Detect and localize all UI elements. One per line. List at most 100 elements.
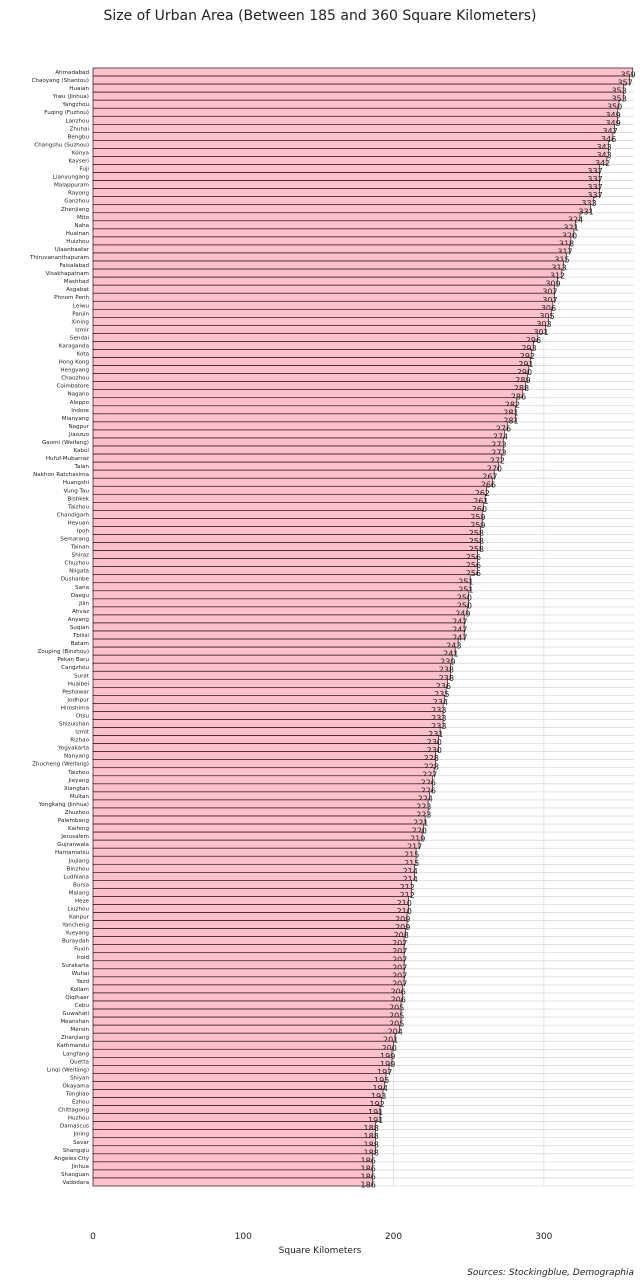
bar <box>92 115 618 125</box>
category-label: Visakhapatnam <box>46 271 89 277</box>
value-label: 227 <box>422 770 437 779</box>
value-label: 209 <box>395 915 410 924</box>
category-label: Izmit <box>75 730 90 736</box>
bar <box>92 622 465 632</box>
bar <box>92 1121 376 1130</box>
bar <box>92 1089 384 1098</box>
value-label: 191 <box>368 1108 383 1117</box>
bar <box>92 799 429 809</box>
value-label: 291 <box>518 360 533 369</box>
bar <box>92 341 534 350</box>
bar <box>92 863 415 873</box>
value-label: 282 <box>505 400 520 409</box>
bar <box>92 397 518 407</box>
category-label: Hong Kong <box>59 360 90 366</box>
value-label: 337 <box>587 175 602 184</box>
category-label: Faisalabad <box>59 263 89 269</box>
bar <box>92 437 504 447</box>
category-label: Indore <box>71 408 89 414</box>
value-label: 342 <box>595 159 610 168</box>
value-label: 230 <box>427 738 442 747</box>
category-label: Guwahati <box>62 1011 89 1017</box>
category-label: Tainan <box>70 545 89 551</box>
bar <box>92 204 591 214</box>
category-label: Okayama <box>62 1083 89 1089</box>
value-label: 223 <box>416 811 431 820</box>
value-label: 205 <box>389 1012 404 1021</box>
bar <box>92 493 486 503</box>
bar <box>92 976 405 986</box>
value-label: 247 <box>452 626 467 635</box>
value-label: 233 <box>431 722 446 731</box>
value-label: 186 <box>361 1172 376 1181</box>
value-label: 307 <box>542 288 557 297</box>
value-label: 337 <box>587 183 602 192</box>
category-label: Hamamatsu <box>55 850 89 856</box>
bar <box>92 598 469 608</box>
bar <box>92 99 620 109</box>
bar <box>92 678 448 688</box>
value-label: 207 <box>392 955 407 964</box>
category-label: Lianyungang <box>53 175 90 181</box>
bar <box>92 244 570 254</box>
value-label: 220 <box>412 827 427 836</box>
bar <box>92 936 405 946</box>
bar <box>92 1065 390 1074</box>
value-label: 281 <box>503 416 518 425</box>
bar <box>92 349 533 358</box>
category-label: Mashhad <box>64 279 90 285</box>
category-label: Naha <box>74 223 89 229</box>
category-label: Linqi (Weifang) <box>47 1067 89 1073</box>
value-label: 324 <box>568 215 583 224</box>
value-label: 210 <box>397 907 412 916</box>
bar <box>92 872 415 881</box>
bar <box>92 1145 376 1155</box>
bar <box>92 735 439 744</box>
category-label: Surakarta <box>62 963 89 969</box>
value-label: 215 <box>404 851 419 860</box>
category-label: Quetta <box>70 1059 89 1065</box>
bar <box>92 670 451 680</box>
bar <box>92 654 453 664</box>
value-label: 256 <box>466 553 481 562</box>
value-label: 207 <box>392 979 407 988</box>
bar <box>92 445 504 455</box>
value-label: 199 <box>380 1052 395 1061</box>
value-label: 188 <box>364 1132 379 1141</box>
bar <box>92 1169 373 1179</box>
bar <box>92 325 546 334</box>
category-label: Ezhou <box>72 1100 89 1106</box>
category-label: Kota <box>77 352 89 358</box>
value-label: 210 <box>397 899 412 908</box>
bar <box>92 574 471 584</box>
value-label: 258 <box>469 537 484 546</box>
bar <box>92 132 614 141</box>
category-label: Batam <box>71 641 89 647</box>
value-label: 197 <box>377 1068 392 1077</box>
value-label: 239 <box>440 658 455 667</box>
bar <box>92 107 618 117</box>
bar <box>92 968 405 978</box>
bar <box>92 727 441 736</box>
category-label: Phnom Penh <box>54 295 89 301</box>
value-label: 306 <box>541 304 556 313</box>
category-label: Angeles City <box>54 1156 90 1162</box>
bar <box>92 1040 394 1050</box>
category-label: Fuxin <box>74 947 89 953</box>
value-label: 224 <box>418 794 433 803</box>
value-label: 293 <box>521 344 536 353</box>
value-label: 259 <box>470 513 485 522</box>
category-label: Chuzhou <box>65 561 90 567</box>
category-label: Karaganda <box>59 343 89 349</box>
bar <box>92 614 465 624</box>
value-label: 266 <box>481 481 496 490</box>
value-label: 191 <box>368 1116 383 1125</box>
chart-title: Size of Urban Area (Between 185 and 360 … <box>103 8 537 24</box>
bar <box>92 703 444 712</box>
category-label: Langfang <box>63 1051 90 1057</box>
category-label: Rizhao <box>70 738 89 744</box>
x-tick-label: 100 <box>235 1232 252 1242</box>
value-label: 343 <box>596 151 611 160</box>
value-label: 262 <box>475 489 490 498</box>
bar <box>92 1177 373 1187</box>
